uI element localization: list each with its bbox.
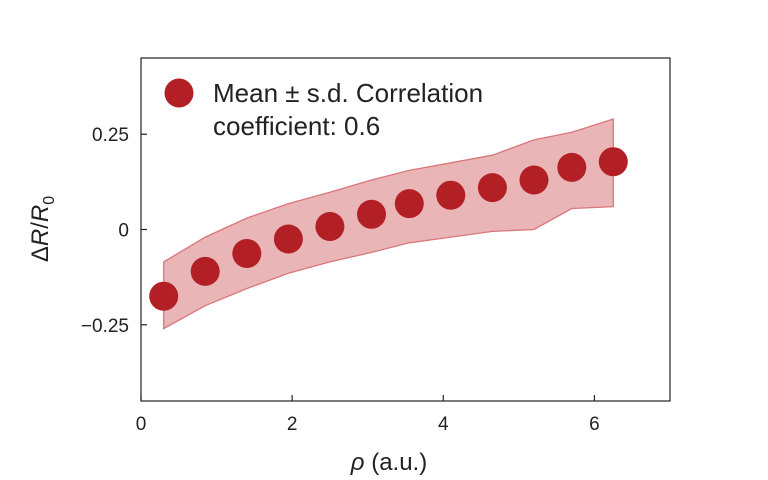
x-tick-label: 6 (589, 414, 600, 435)
x-axis-title: ρ (a.u.) (350, 449, 427, 476)
data-point (357, 199, 386, 229)
data-point (519, 165, 549, 195)
uncertainty-band-group (163, 118, 614, 330)
data-point (232, 239, 262, 268)
data-point (273, 224, 303, 254)
data-point (315, 212, 345, 241)
y-tick-label: 0.25 (92, 125, 129, 146)
x-tick-label: 4 (438, 414, 449, 435)
legend: Mean ± s.d. Correlation coefficient: 0.6 (164, 78, 483, 141)
y-tick-label: 0 (118, 221, 129, 242)
x-axis-unit: (a.u.) (365, 449, 428, 476)
data-point (436, 180, 466, 210)
x-tick-label: 0 (136, 414, 147, 435)
x-axis-ticks: 0 2 4 6 (136, 395, 600, 435)
data-point (394, 189, 424, 219)
data-point (598, 147, 628, 177)
y-axis-subscript: 0 (41, 196, 58, 205)
y-axis-delta: Δ (27, 246, 54, 262)
x-axis-symbol: ρ (350, 449, 365, 476)
legend-line-2: coefficient: 0.6 (213, 111, 380, 141)
data-point (190, 256, 220, 286)
data-points (149, 147, 628, 311)
y-tick-label: −0.25 (81, 316, 129, 337)
y-axis-title: ΔR/R0 (27, 196, 58, 262)
legend-marker (164, 78, 194, 108)
y-axis-slash: / (27, 222, 54, 229)
x-tick-label: 2 (287, 414, 298, 435)
y-axis-r: R (27, 229, 54, 246)
data-point (149, 281, 179, 311)
sd-band (163, 118, 614, 330)
data-point (477, 173, 507, 203)
data-point (557, 152, 587, 182)
legend-line-1: Mean ± s.d. Correlation (213, 78, 483, 108)
y-axis-r0: R (27, 205, 54, 222)
y-axis-ticks: 0.25 0 −0.25 (81, 125, 147, 337)
